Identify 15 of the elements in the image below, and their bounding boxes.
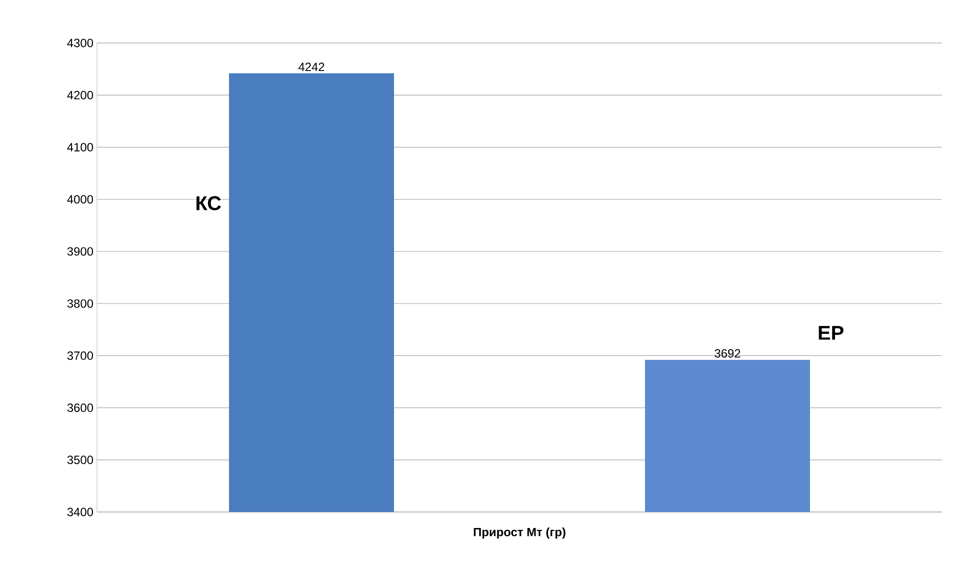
y-tick-label: 3500 [67,456,94,464]
series-label: КС [196,196,221,210]
y-tick-label: 3800 [67,299,94,308]
series-label: ЕР [818,326,844,340]
y-tick-label: 4000 [67,195,94,204]
y-tick-label: 4200 [67,90,94,100]
y-tick-label: 3900 [67,247,94,256]
y-tick-label: 4100 [67,142,94,152]
data-label: 4242 [298,62,324,72]
y-tick-label: 3400 [67,508,94,516]
y-tick-label: 4300 [67,38,94,48]
x-tick-label: Прирост Мт (гр) [474,528,566,539]
data-label: 3692 [714,349,740,358]
y-tick-label: 3600 [67,404,94,412]
y-tick-label: 3700 [67,351,94,360]
